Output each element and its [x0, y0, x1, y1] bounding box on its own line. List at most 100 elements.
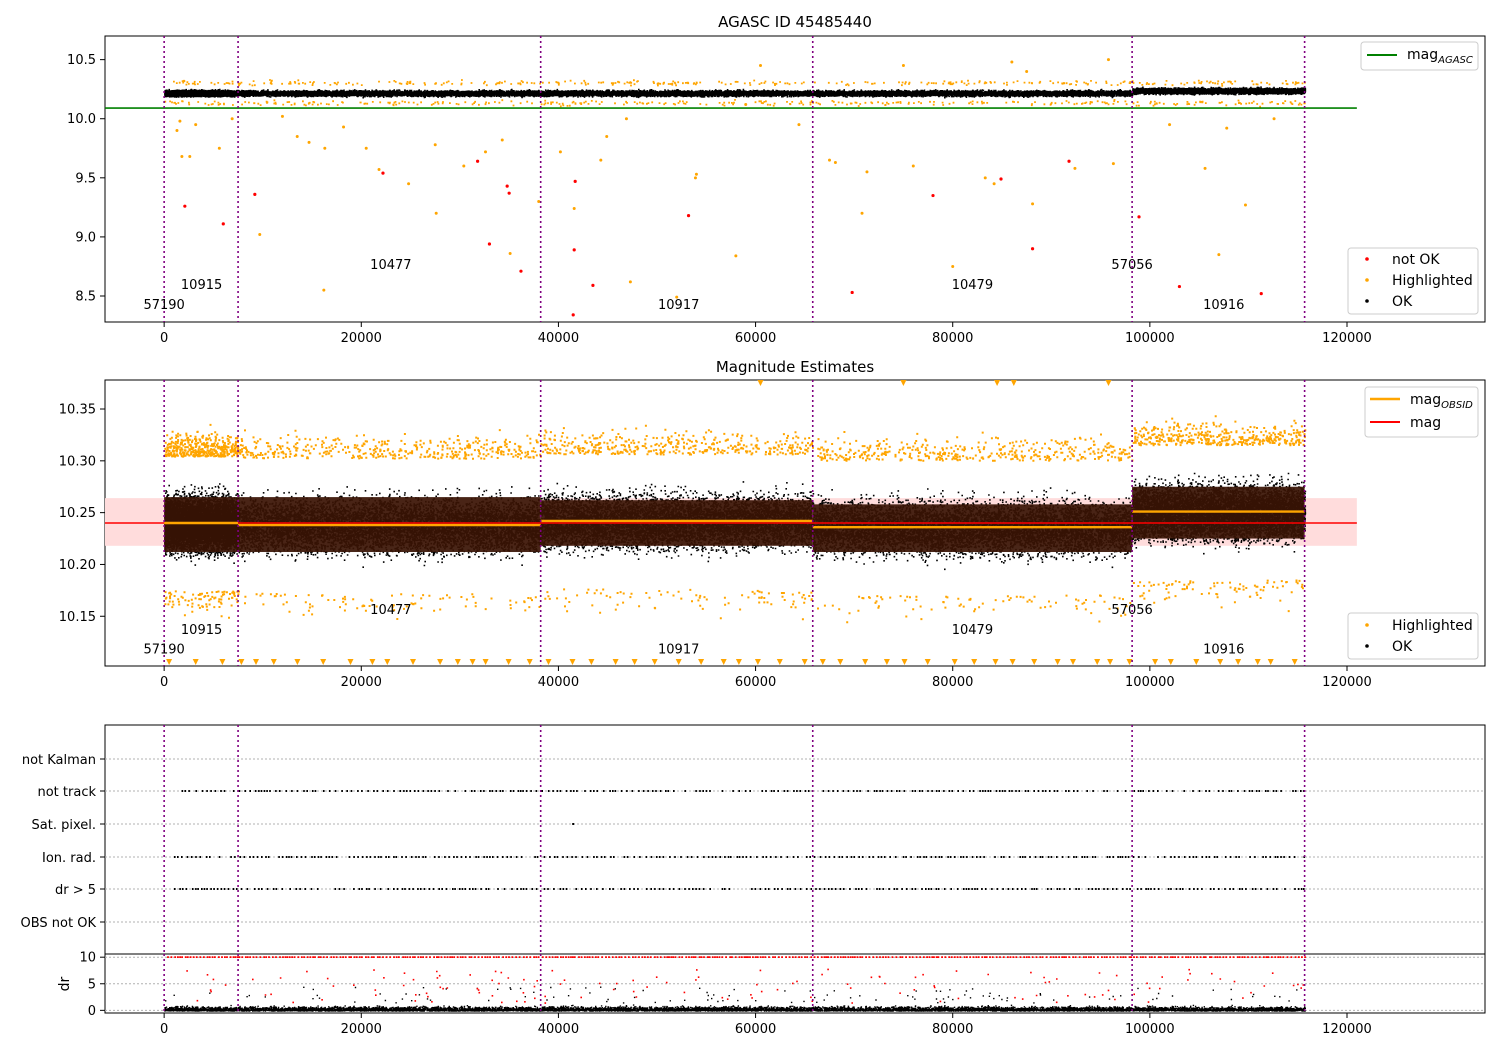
p1-obsid-label: 10917 [658, 298, 699, 313]
highlighted-point [828, 158, 831, 162]
legend-mag-lines: magOBSID mag [1364, 386, 1479, 438]
highlighted-point [797, 123, 801, 127]
flag-points [181, 790, 1305, 792]
highlighted-point [675, 295, 679, 299]
legend-label-mag-agasc: magAGASC [1407, 47, 1473, 66]
highlighted-point [194, 123, 198, 127]
p1-ytick-label: 10.0 [67, 112, 96, 127]
highlighted-point [295, 134, 299, 138]
ok-band-points [238, 88, 543, 99]
highlighted-point [500, 138, 504, 142]
highlighted-point [175, 129, 179, 133]
p2-ytick-label: 10.25 [59, 506, 96, 521]
not-ok-point [850, 290, 854, 295]
p1-xtick-label: 20000 [341, 331, 382, 346]
flag-label: Ion. rad. [42, 851, 96, 866]
highlighted-point [217, 146, 221, 150]
highlighted-point [364, 146, 368, 150]
highlighted-point [992, 182, 996, 186]
highlighted-point [865, 170, 869, 174]
highlighted-point [860, 211, 864, 215]
not-ok-point [183, 204, 187, 208]
p1-xtick-label: 80000 [932, 331, 973, 346]
not-ok-point [931, 193, 935, 198]
flag-label: not track [37, 785, 96, 800]
highlighted-point [434, 211, 438, 215]
highlighted-point [744, 103, 748, 107]
flag-label: dr > 5 [55, 883, 96, 898]
legend-label-highlighted: Highlighted [1392, 273, 1473, 289]
highlighted-point [1217, 253, 1221, 257]
p2-xtick-label: 20000 [341, 675, 382, 690]
highlighted-point [280, 114, 284, 118]
dr-axis-label: dr [57, 976, 73, 991]
highlighted-point [901, 64, 905, 68]
highlighted-point [833, 160, 837, 164]
highlighted-point [323, 146, 327, 150]
highlighted-point [258, 233, 262, 237]
flag-points [174, 888, 1305, 890]
highlighted-point [624, 117, 628, 121]
flag-points [174, 856, 1305, 858]
highlighted-point [180, 155, 184, 159]
p4-ytick-label: 5 [88, 977, 96, 992]
p2-xtick-label: 120000 [1322, 675, 1372, 690]
not-ok-point [999, 177, 1003, 181]
not-ok-point [507, 191, 511, 195]
legend-mag-agasc: magAGASC [1360, 41, 1479, 71]
highlighted-point [694, 172, 698, 176]
p1-xtick-label: 40000 [538, 331, 579, 346]
panel-magnitude-estimates: Magnitude Estimates 0 20000 40000 60000 8000… [59, 358, 1486, 690]
p2-ytick-label: 10.20 [59, 558, 96, 573]
p2-obsid-label: 10915 [181, 623, 222, 638]
panel-title-magnitude-estimates: Magnitude Estimates [716, 358, 874, 376]
highlighted-point [951, 264, 955, 268]
highlighted-point [407, 182, 411, 186]
highlighted-point [599, 158, 603, 162]
flag-label: OBS not OK [21, 916, 97, 931]
p1-ytick-label: 9.5 [75, 171, 96, 186]
not-ok-point [1030, 247, 1035, 251]
not-ok-point [573, 179, 577, 183]
highlighted-point [462, 164, 466, 168]
p2-ytick-label: 10.15 [59, 610, 96, 625]
not-ok-point [686, 214, 691, 218]
highlighted-point [1106, 58, 1110, 62]
p2-xtick-label: 40000 [538, 675, 579, 690]
legend-label-ok-p2: OK [1392, 639, 1413, 655]
highlighted-point [1168, 123, 1172, 127]
p1-xtick-label: 100000 [1125, 331, 1175, 346]
p1-ytick-label: 10.5 [67, 53, 96, 68]
highlighted-point [1025, 69, 1029, 73]
highlighted-point [911, 164, 915, 168]
ok-band-points [164, 88, 240, 98]
not-ok-point [571, 313, 575, 317]
p4-xtick-label: 80000 [932, 1022, 973, 1037]
highlighted-point [508, 251, 512, 255]
highlighted-point [605, 134, 609, 138]
not-ok-point [1177, 284, 1182, 289]
p1-xtick-label: 120000 [1322, 331, 1372, 346]
highlighted-point [693, 176, 697, 180]
highlighted-point [628, 280, 632, 284]
legend-status-p2: Highlighted OK [1347, 612, 1479, 660]
not-ok-point [572, 248, 576, 252]
not-ok-point [221, 222, 225, 226]
p2-obsid-label: 10916 [1203, 643, 1244, 658]
highlighted-point [178, 119, 182, 123]
legend-status-p1: not OK Highlighted OK [1347, 247, 1479, 315]
flag-points [572, 823, 575, 825]
not-ok-point [519, 269, 523, 273]
p1-obsid-label: 10916 [1203, 298, 1244, 313]
panel-dr: 0 20000 40000 60000 80000 100000 120000 0 5 10 dr [57, 951, 1486, 1037]
highlighted-point [983, 176, 987, 180]
p1-obsid-label: 10915 [181, 278, 222, 293]
legend-label-mag: mag [1410, 415, 1441, 431]
p2-xtick-label: 80000 [932, 675, 973, 690]
not-ok-point [476, 159, 480, 163]
p2-obsid-label: 57190 [143, 643, 184, 658]
not-ok-point [591, 283, 595, 287]
highlighted-point [342, 125, 346, 129]
highlighted-point [322, 288, 326, 292]
highlighted-point [188, 155, 192, 159]
